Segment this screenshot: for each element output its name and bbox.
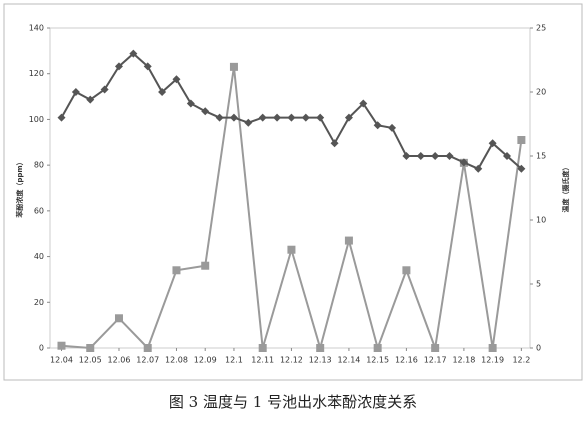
square-marker [316,344,325,352]
x-tick-label: 12.13 [309,356,332,365]
diamond-marker [158,88,167,96]
square-marker [287,245,296,254]
diamond-marker [431,152,440,160]
x-tick-label: 12.06 [108,356,131,365]
diamond-marker [517,164,526,173]
square-marker [258,344,267,352]
x-tick-label: 12.12 [280,356,303,365]
diamond-marker [301,113,310,122]
y2-tick-label: 25 [536,24,546,33]
diamond-marker [503,152,512,160]
y-tick-label: 140 [29,24,44,33]
diamond-marker [143,62,152,71]
x-tick-label: 12.19 [481,356,504,365]
series-line [60,52,523,171]
diamond-marker [215,113,224,122]
y2-tick-label: 15 [536,152,546,161]
x-tick-label: 12.07 [136,356,159,365]
x-tick-label: 12.09 [194,356,217,365]
diamond-marker [330,139,339,148]
x-tick-label: 12.05 [79,356,102,365]
plot-frame [49,27,531,349]
x-tick-label: 12.18 [452,356,475,365]
square-marker [172,266,181,275]
square-marker [488,344,497,352]
diamond-marker [201,107,210,116]
x-tick-label: 12.16 [395,356,418,365]
square-marker [229,62,238,71]
square-marker [431,344,440,352]
diamond-marker [244,118,253,127]
x-tick-label: 12.08 [165,356,188,365]
y2-tick-label: 20 [536,88,546,97]
y2-axis-label: 温度（摄氏度） [561,164,570,213]
diamond-marker [459,158,468,167]
diamond-marker [402,152,411,160]
diamond-marker [86,95,95,104]
square-marker [201,261,210,270]
y2-tick-label: 10 [536,216,546,225]
diamond-marker [229,113,238,122]
square-marker [57,341,66,350]
diamond-marker [273,113,282,122]
diamond-marker [488,139,497,148]
square-marker [344,236,353,245]
y-tick-label: 0 [39,344,44,353]
diamond-marker [474,164,483,173]
x-tick-label: 12.14 [337,356,360,365]
x-tick-label: 12.1 [225,356,243,365]
square-marker [402,266,411,275]
square-marker [373,344,382,352]
diamond-marker [100,85,109,94]
chart-frame [3,3,583,381]
x-tick-label: 12.2 [512,356,530,365]
diamond-marker [129,49,138,58]
x-tick-label: 12.11 [251,356,274,365]
diamond-marker [287,113,296,122]
y-axis-label: 苯酚浓度（ppm） [15,158,24,218]
y2-tick-label: 5 [536,280,541,289]
diamond-marker [445,152,454,160]
diamond-marker [388,123,397,132]
diamond-marker [359,99,368,108]
square-marker [517,136,526,144]
y-tick-label: 40 [34,252,44,261]
diamond-marker [172,75,181,84]
x-tick-label: 12.04 [50,356,73,365]
x-tick-label: 12.17 [424,356,447,365]
square-marker [114,314,123,323]
diamond-marker [186,99,195,108]
y-tick-label: 100 [29,115,44,124]
y-tick-label: 60 [34,206,44,215]
diamond-marker [344,113,353,122]
diamond-marker [258,113,267,122]
diamond-marker [416,152,425,160]
y-tick-label: 120 [29,69,44,78]
x-tick-label: 12.15 [366,356,389,365]
series-line [61,66,523,352]
square-marker [86,344,95,352]
y-tick-label: 20 [34,298,44,307]
square-marker [143,344,152,352]
y-tick-label: 80 [34,161,44,170]
y2-tick-label: 0 [536,344,541,353]
diamond-marker [71,88,80,96]
diamond-marker [316,113,325,122]
diamond-marker [57,113,66,122]
caption: 图 3 温度与 1 号池出水苯酚浓度关系 [169,393,417,411]
diamond-marker [373,121,382,130]
diamond-marker [114,62,123,71]
